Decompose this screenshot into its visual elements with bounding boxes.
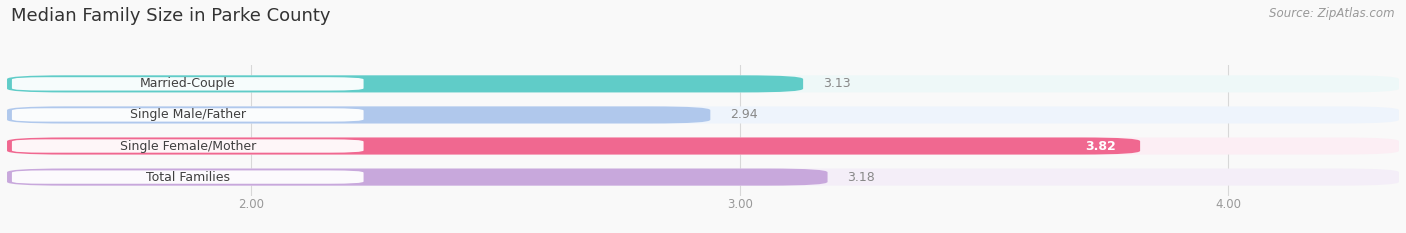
FancyBboxPatch shape [11, 170, 364, 184]
Text: 2.94: 2.94 [730, 108, 758, 121]
FancyBboxPatch shape [11, 108, 364, 122]
Text: Single Male/Father: Single Male/Father [129, 108, 246, 121]
Text: Median Family Size in Parke County: Median Family Size in Parke County [11, 7, 330, 25]
Text: Total Families: Total Families [146, 171, 229, 184]
FancyBboxPatch shape [7, 168, 828, 186]
FancyBboxPatch shape [11, 77, 364, 91]
FancyBboxPatch shape [7, 106, 710, 123]
FancyBboxPatch shape [7, 75, 803, 93]
Text: 3.18: 3.18 [846, 171, 875, 184]
FancyBboxPatch shape [7, 137, 1399, 154]
Text: Single Female/Mother: Single Female/Mother [120, 140, 256, 153]
Text: Source: ZipAtlas.com: Source: ZipAtlas.com [1270, 7, 1395, 20]
Text: Married-Couple: Married-Couple [141, 77, 236, 90]
FancyBboxPatch shape [7, 106, 1399, 123]
FancyBboxPatch shape [7, 75, 1399, 93]
Text: 3.82: 3.82 [1085, 140, 1116, 153]
FancyBboxPatch shape [7, 137, 1140, 154]
Text: 3.13: 3.13 [823, 77, 851, 90]
FancyBboxPatch shape [11, 139, 364, 153]
FancyBboxPatch shape [7, 168, 1399, 186]
